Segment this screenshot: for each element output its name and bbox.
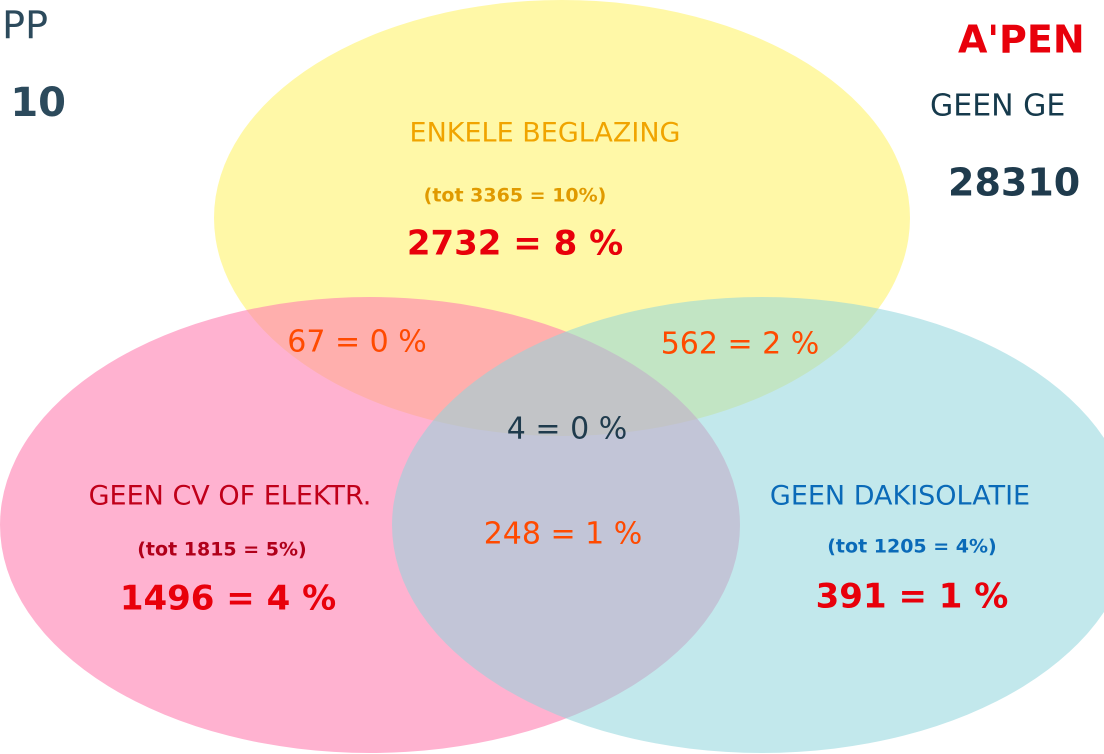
set-roof [392, 297, 1104, 753]
intersection-label: 67 = 0 % [287, 325, 427, 360]
corner-text: A'PEN [958, 18, 1085, 62]
set-label: GEEN DAKISOLATIE [770, 481, 1030, 512]
set-only: 391 = 1 % [816, 577, 1009, 617]
intersection-label: 248 = 1 % [484, 517, 643, 552]
intersection-label: 4 = 0 % [507, 412, 627, 447]
set-total: (tot 1205 = 4%) [827, 536, 997, 558]
set-label: GEEN CV OF ELEKTR. [89, 481, 372, 512]
corner-text: 28310 [948, 161, 1080, 205]
set-total: (tot 3365 = 10%) [424, 185, 607, 207]
set-only: 2732 = 8 % [407, 224, 623, 264]
set-total: (tot 1815 = 5%) [137, 539, 307, 561]
set-only: 1496 = 4 % [120, 579, 336, 619]
corner-text: 10 [10, 80, 66, 126]
intersection-label: 562 = 2 % [661, 327, 820, 362]
corner-text: GEEN GE [930, 89, 1065, 124]
set-label: ENKELE BEGLAZING [410, 118, 681, 149]
corner-text: PP [2, 4, 48, 48]
